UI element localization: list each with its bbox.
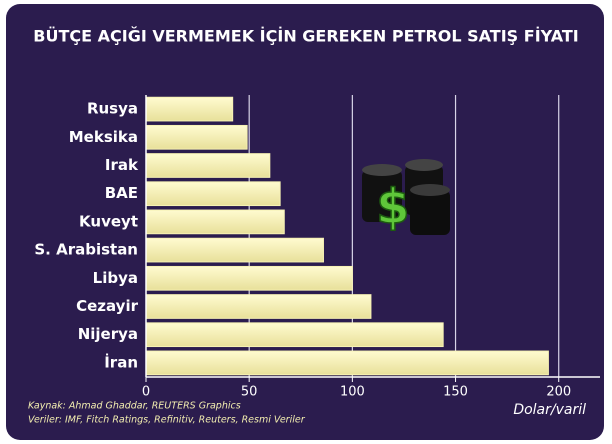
bar xyxy=(145,153,271,178)
svg-text:$: $ xyxy=(376,179,409,235)
y-tick-label: İran xyxy=(104,352,138,371)
y-tick-label: S. Arabistan xyxy=(34,241,138,259)
y-tick-label: Irak xyxy=(105,156,139,174)
x-tick-label: 0 xyxy=(142,385,150,400)
bar xyxy=(145,181,281,207)
bar xyxy=(145,322,444,348)
bar xyxy=(145,265,353,291)
y-tick-label: Kuveyt xyxy=(79,212,138,230)
x-tick-label: 150 xyxy=(443,385,468,400)
source: Veriler: IMF, Fitch Ratings, Refinitiv, … xyxy=(28,415,306,426)
oil-icon: $ xyxy=(362,159,450,236)
y-tick-label: Rusya xyxy=(87,100,138,118)
bar xyxy=(145,209,285,235)
x-tick-label: 100 xyxy=(340,385,365,400)
y-tick-label: Meksika xyxy=(69,128,138,146)
bar xyxy=(145,350,549,376)
y-tick-label: BAE xyxy=(105,184,138,202)
bar xyxy=(145,96,234,122)
bar xyxy=(145,237,324,263)
bar xyxy=(145,294,372,319)
chart-title: BÜTÇE AÇIĞI VERMEMEK İÇİN GEREKEN PETROL… xyxy=(33,27,578,46)
y-tick-label: Libya xyxy=(93,269,138,287)
y-tick-label: Nijerya xyxy=(78,325,138,343)
source: Kaynak: Ahmad Ghaddar, REUTERS Graphics xyxy=(28,401,241,412)
y-tick-label: Cezayir xyxy=(76,297,138,315)
bar xyxy=(145,124,248,150)
x-tick-label: 50 xyxy=(241,385,258,400)
x-tick-label: 200 xyxy=(546,385,571,400)
x-axis-label: Dolar/varil xyxy=(513,402,586,418)
